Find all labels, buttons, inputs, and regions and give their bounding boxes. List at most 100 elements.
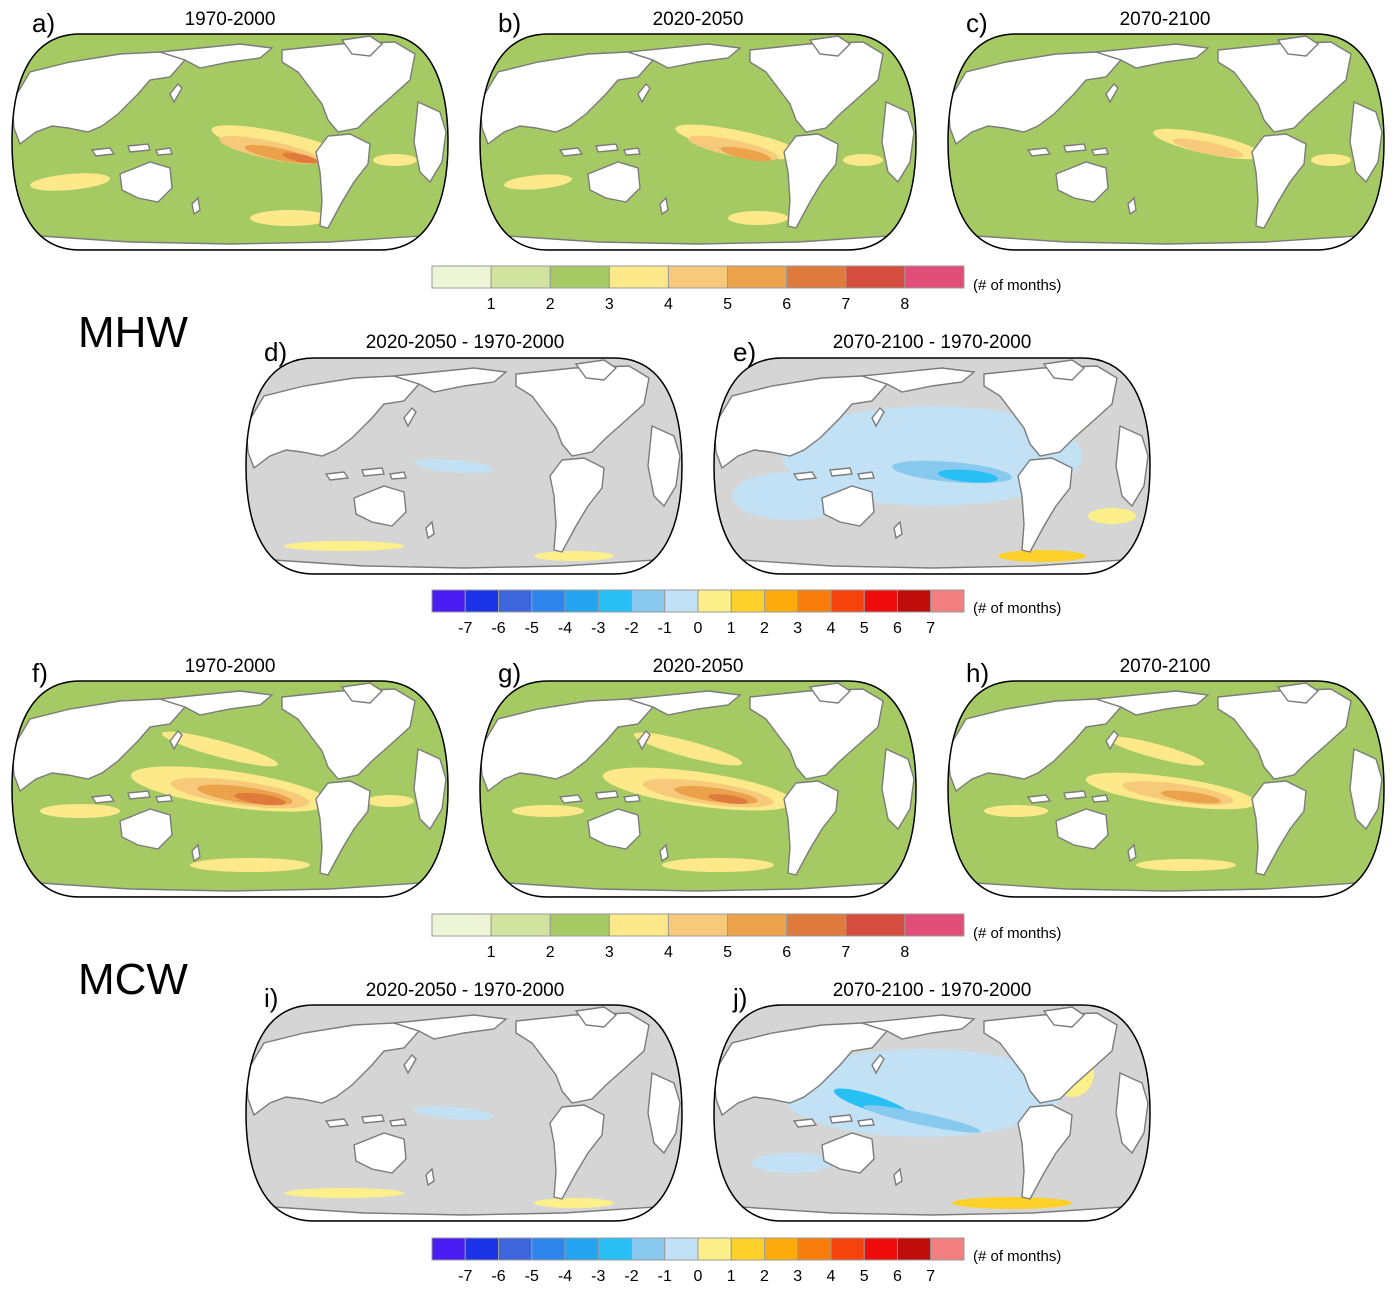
landmass (740, 559, 1124, 574)
map-panel-f (11, 680, 449, 898)
landmass (155, 794, 173, 803)
landmass (119, 808, 173, 850)
colorbar-swatch (490, 913, 551, 937)
colorbar-swatch (498, 589, 533, 613)
landmass (1042, 1006, 1086, 1028)
colorbar-swatch (667, 265, 729, 289)
panel-title-e: 2070-2100 - 1970-2000 (832, 332, 1032, 353)
field-pacific (782, 1049, 1062, 1137)
map-field (714, 358, 1150, 574)
landmass (389, 1118, 407, 1127)
colorbar-tick-label: 5 (723, 944, 732, 961)
landmass (983, 365, 1118, 457)
colorbar-swatch (631, 1237, 666, 1261)
colorbar-tick-label: 2 (760, 620, 769, 637)
map-panel-a (11, 33, 449, 251)
colorbar-tick-label: 4 (664, 944, 673, 961)
colorbar-tick-label: -6 (491, 1268, 505, 1285)
landmass (119, 161, 173, 203)
colorbar-difference-mhw: -7 -6 -5 -4 -3 -2 -1 0 1 2 3 4 5 6 7 (431, 589, 965, 637)
field-southern-ocean (284, 541, 404, 551)
landmass (191, 843, 201, 863)
landmass (403, 1053, 417, 1075)
colorbar-swatch (631, 589, 666, 613)
landmass (389, 471, 407, 480)
landmass (783, 780, 839, 876)
colorbar-tick-label: 1 (487, 296, 496, 313)
panel-title-b: 2020-2050 (652, 9, 744, 30)
panel-label-c: c) (966, 8, 988, 38)
landmass (1127, 196, 1137, 216)
field-north-pacific (1107, 736, 1205, 766)
colorbar-unit-2: (# of months) (973, 600, 1062, 617)
landmass (1026, 794, 1052, 804)
field-eq-pacific-max (282, 152, 318, 164)
map-field (948, 34, 1384, 250)
map-border (11, 33, 449, 251)
colorbar-tick-label: 8 (900, 296, 909, 313)
landmass (808, 682, 852, 704)
colorbar-swatch (930, 1237, 965, 1261)
landmass (12, 51, 187, 146)
colorbar-swatch (431, 589, 466, 613)
colorbar-tick-label: 1 (727, 620, 736, 637)
map-field (480, 34, 916, 250)
landmass (272, 559, 656, 574)
panel-title-d: 2020-2050 - 1970-2000 (365, 332, 565, 353)
landmass (155, 147, 173, 156)
landmass (413, 100, 447, 184)
colorbar-tick-label: -4 (558, 620, 572, 637)
map-field (480, 681, 916, 897)
colorbar-swatch (531, 589, 566, 613)
landmass (191, 196, 201, 216)
landmass (246, 1022, 421, 1117)
colorbar-swatch (697, 1237, 732, 1261)
field-southern-ocean (250, 210, 330, 226)
colorbar-swatch (786, 265, 847, 289)
colorbar-tick-label: 5 (860, 1268, 869, 1285)
landmass (281, 688, 416, 780)
landmass (595, 143, 619, 153)
landmass (627, 690, 742, 716)
colorbar-swatch (897, 589, 932, 613)
colorbar-swatch (904, 265, 965, 289)
panel-label-i: i) (264, 983, 279, 1013)
landmass (38, 882, 422, 897)
field-eq-pacific-min (938, 469, 998, 483)
colorbar-swatch (764, 589, 799, 613)
colorbar-swatch (464, 1237, 499, 1261)
landmass (948, 51, 1123, 146)
map-border (245, 1004, 683, 1222)
landmass (1026, 147, 1052, 157)
colorbar-tick-label: 6 (782, 296, 791, 313)
colorbar-swatch (549, 265, 610, 289)
map-field (246, 1005, 682, 1221)
colorbar-tick-label: 6 (893, 1268, 902, 1285)
landmass (1095, 43, 1210, 69)
field-indian-ocean (732, 472, 852, 520)
field-atlantic (843, 154, 883, 166)
landmass (595, 790, 619, 800)
landmass (480, 698, 655, 793)
landmass (749, 41, 884, 133)
landmass (515, 365, 650, 457)
map-field (714, 1005, 1150, 1221)
landmass (549, 1104, 605, 1200)
landmass (893, 1167, 903, 1187)
colorbar-swatch (845, 265, 906, 289)
field-southern-ocean (662, 858, 774, 872)
landmass (549, 457, 605, 553)
landmass (1349, 747, 1383, 831)
panel-label-f: f) (32, 658, 48, 688)
colorbar-swatch (845, 913, 906, 937)
landmass (808, 35, 852, 57)
colorbar-swatch (431, 1237, 466, 1261)
landmass (361, 1114, 385, 1124)
colorbar-swatch (797, 1237, 832, 1261)
landmass (881, 100, 915, 184)
landmass (1105, 729, 1119, 751)
colorbar-swatch (786, 913, 847, 937)
colorbar-swatch (863, 589, 898, 613)
section-label-mcw: MCW (78, 955, 188, 1004)
colorbar-tick-label: 7 (926, 1268, 935, 1285)
